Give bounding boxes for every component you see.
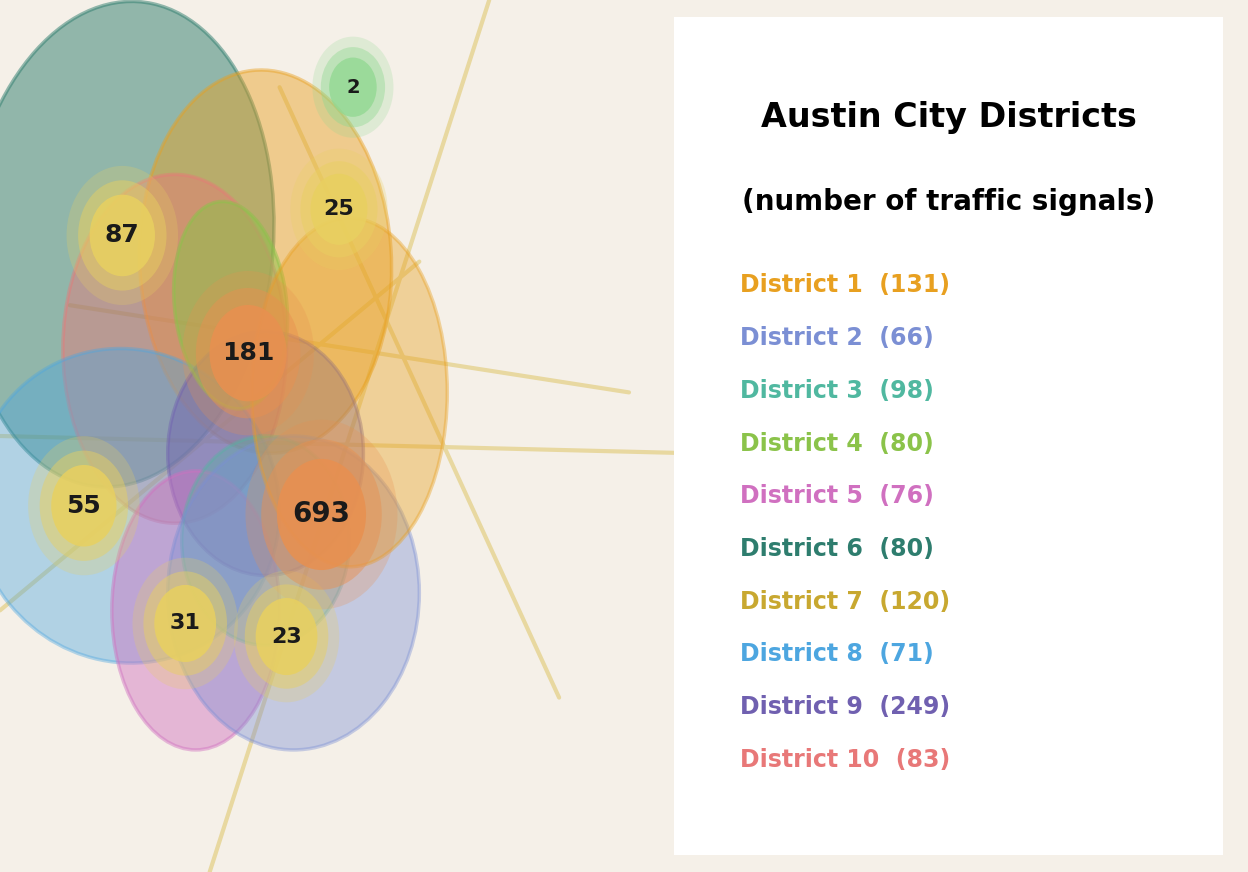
Text: District 9  (249): District 9 (249) [740, 695, 950, 719]
Circle shape [79, 181, 166, 290]
Circle shape [256, 598, 317, 675]
Circle shape [40, 451, 129, 561]
Circle shape [291, 148, 388, 270]
Circle shape [196, 288, 301, 419]
Circle shape [29, 436, 140, 576]
Text: District 4  (80): District 4 (80) [740, 432, 934, 455]
Circle shape [301, 161, 378, 257]
Circle shape [329, 58, 377, 117]
Text: District 10  (83): District 10 (83) [740, 748, 950, 772]
Ellipse shape [182, 436, 349, 645]
Text: 2: 2 [346, 78, 359, 97]
Text: 693: 693 [292, 501, 351, 528]
Text: District 2  (66): District 2 (66) [740, 326, 934, 350]
Circle shape [277, 459, 366, 570]
Ellipse shape [112, 471, 280, 750]
Ellipse shape [0, 349, 280, 663]
Ellipse shape [173, 201, 287, 409]
Circle shape [144, 571, 227, 676]
Circle shape [182, 271, 314, 435]
Text: District 7  (120): District 7 (120) [740, 589, 950, 614]
FancyBboxPatch shape [674, 17, 1223, 855]
Circle shape [155, 585, 216, 662]
Circle shape [66, 166, 178, 305]
Text: Austin City Districts: Austin City Districts [760, 101, 1137, 134]
Text: 55: 55 [66, 494, 101, 518]
Ellipse shape [0, 2, 275, 487]
Text: 87: 87 [105, 223, 140, 248]
Circle shape [245, 584, 328, 689]
Text: District 6  (80): District 6 (80) [740, 537, 934, 561]
Circle shape [51, 465, 116, 547]
Text: District 5  (76): District 5 (76) [740, 484, 934, 508]
Circle shape [132, 558, 238, 689]
Circle shape [90, 194, 155, 276]
Circle shape [311, 174, 367, 245]
Circle shape [261, 439, 382, 589]
Ellipse shape [167, 331, 363, 576]
Text: District 3  (98): District 3 (98) [740, 378, 934, 403]
Text: District 8  (71): District 8 (71) [740, 643, 934, 666]
Circle shape [312, 37, 393, 138]
Ellipse shape [167, 436, 419, 750]
Text: District 1  (131): District 1 (131) [740, 273, 950, 297]
Ellipse shape [62, 174, 287, 523]
Text: 25: 25 [323, 200, 354, 219]
Ellipse shape [140, 70, 392, 453]
Text: (number of traffic signals): (number of traffic signals) [741, 187, 1156, 215]
Text: 181: 181 [222, 341, 275, 365]
Text: 31: 31 [170, 614, 201, 633]
Circle shape [233, 571, 339, 702]
Ellipse shape [252, 218, 447, 567]
Circle shape [246, 419, 398, 610]
Circle shape [210, 305, 287, 401]
Text: 23: 23 [271, 627, 302, 646]
Circle shape [321, 47, 386, 127]
